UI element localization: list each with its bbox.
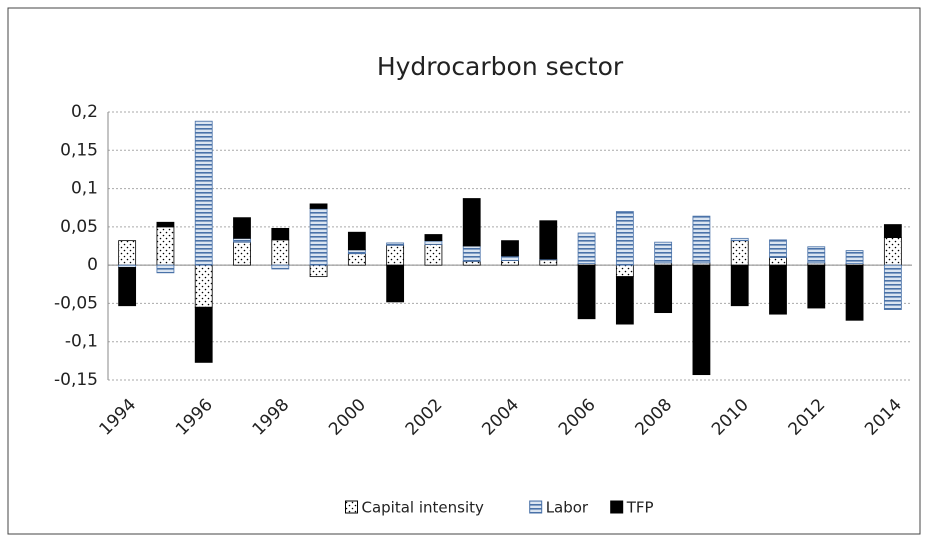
bar	[692, 264, 711, 376]
bar	[654, 264, 673, 314]
bar	[271, 239, 290, 266]
y-tick-label: -0,1	[65, 332, 98, 352]
bar	[462, 260, 481, 266]
bar	[615, 276, 634, 325]
bar	[194, 306, 213, 363]
bar	[769, 239, 787, 258]
legend-swatch	[610, 500, 624, 514]
y-tick-label: 0,15	[60, 140, 98, 160]
y-tick-label: 0	[87, 255, 98, 275]
bar	[883, 224, 902, 238]
bar	[845, 264, 864, 321]
bar	[271, 227, 290, 241]
bar	[309, 264, 328, 278]
bar	[730, 237, 749, 242]
bar	[118, 267, 137, 307]
bar	[769, 264, 787, 315]
legend-label: Capital intensity	[362, 499, 485, 517]
bar	[883, 237, 902, 266]
bar	[233, 217, 251, 239]
bar	[462, 198, 481, 247]
bar	[615, 264, 634, 278]
bar	[424, 234, 443, 242]
bar	[347, 249, 366, 255]
bar	[539, 220, 558, 260]
bar	[424, 240, 443, 245]
bar	[501, 255, 519, 261]
bar	[156, 264, 175, 274]
y-tick-label: 0,1	[71, 179, 98, 199]
bar	[577, 264, 596, 320]
bar	[730, 240, 749, 266]
chart-title: Hydrocarbon sector	[377, 52, 624, 81]
bar	[194, 264, 213, 308]
bar	[883, 264, 902, 310]
bar	[347, 231, 366, 251]
bar	[156, 226, 175, 266]
bar	[501, 260, 519, 266]
bar	[462, 245, 481, 262]
legend-swatch	[529, 500, 543, 514]
bar	[386, 244, 405, 266]
bar	[730, 264, 749, 307]
bar	[194, 120, 213, 266]
bar	[309, 203, 328, 209]
bar	[386, 264, 405, 303]
bar	[539, 259, 558, 266]
bar	[845, 250, 864, 265]
bar	[501, 240, 519, 257]
bar	[271, 264, 290, 270]
bar	[577, 232, 596, 265]
y-tick-label: 0,2	[71, 102, 98, 122]
y-tick-label: -0,15	[54, 370, 98, 390]
legend-label: TFP	[626, 499, 654, 517]
bar	[654, 241, 673, 264]
bar	[692, 215, 711, 264]
bar	[386, 242, 405, 246]
bar	[615, 211, 634, 266]
bar	[769, 257, 787, 266]
legend-label: Labor	[546, 499, 589, 517]
y-tick-label: -0,05	[54, 293, 98, 313]
bar	[424, 244, 443, 266]
bar	[807, 264, 826, 309]
y-tick-label: 0,05	[60, 217, 98, 237]
bar	[347, 253, 366, 266]
bar	[807, 246, 826, 264]
legend-swatch	[345, 500, 358, 514]
bar	[156, 221, 175, 228]
bar	[118, 240, 137, 266]
bar	[309, 208, 328, 266]
bar	[233, 237, 251, 243]
bar	[233, 241, 251, 266]
